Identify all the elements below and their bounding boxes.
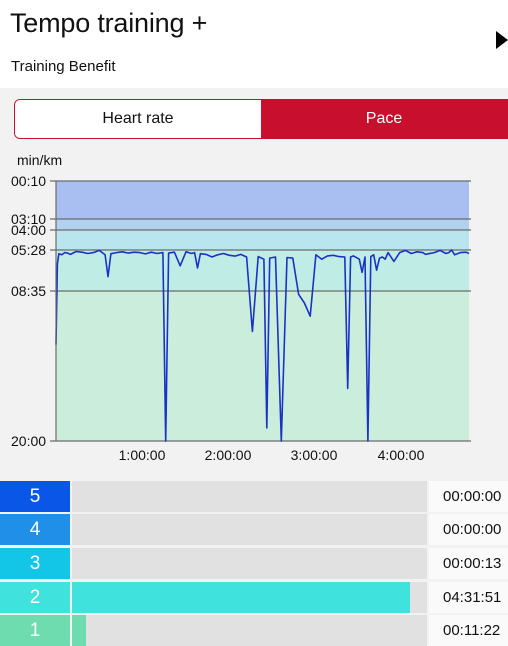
metric-toggle: Heart rate Pace (14, 99, 508, 139)
zone-row: 4 00:00:00 (0, 514, 508, 545)
heart-rate-tab[interactable]: Heart rate (15, 100, 261, 138)
y-tick-label: 00:10 (11, 173, 46, 189)
zone-row: 5 00:00:00 (0, 481, 508, 512)
y-tick-label: 04:00 (11, 222, 46, 238)
zone-time: 00:00:13 (429, 548, 508, 579)
zone-bar-fill (72, 615, 87, 646)
page-subtitle: Training Benefit (11, 58, 116, 75)
play-icon[interactable] (496, 31, 508, 49)
pace-zone-band (56, 291, 469, 441)
zone-row: 1 00:11:22 (0, 615, 508, 646)
pace-zone-band (56, 250, 469, 291)
pace-tab[interactable]: Pace (261, 100, 507, 138)
zone-time: 04:31:51 (429, 582, 508, 613)
zone-bar-track (72, 514, 427, 545)
zone-bar-track (72, 615, 427, 646)
zone-time: 00:00:00 (429, 481, 508, 512)
y-tick-label: 03:10 (11, 211, 46, 227)
zone-number: 2 (0, 582, 70, 613)
x-tick-label: 2:00:00 (205, 447, 252, 463)
y-tick-label: 20:00 (11, 433, 46, 449)
zone-time: 00:11:22 (429, 615, 508, 646)
pace-zone-band (56, 219, 469, 230)
x-tick-label: 1:00:00 (119, 447, 166, 463)
y-tick-label: 05:28 (11, 242, 46, 258)
zone-row: 2 04:31:51 (0, 582, 508, 613)
y-axis-label: min/km (17, 152, 62, 168)
zone-number: 3 (0, 548, 70, 579)
header: Tempo training + Training Benefit (0, 0, 508, 88)
page-title: Tempo training + (10, 8, 208, 38)
zone-bar-track (72, 481, 427, 512)
pace-zone-band (56, 181, 469, 219)
pace-zone-band (56, 230, 469, 250)
y-tick-label: 08:35 (11, 283, 46, 299)
zone-bar-fill (72, 582, 411, 613)
zone-number: 1 (0, 615, 70, 646)
zone-bar-track (72, 582, 427, 613)
zone-row: 3 00:00:13 (0, 548, 508, 579)
zone-number: 5 (0, 481, 70, 512)
pace-series-line (55, 249, 470, 442)
x-tick-label: 4:00:00 (378, 447, 425, 463)
zone-time: 00:00:00 (429, 514, 508, 545)
x-tick-label: 3:00:00 (291, 447, 338, 463)
zone-number: 4 (0, 514, 70, 545)
zone-bar-track (72, 548, 427, 579)
